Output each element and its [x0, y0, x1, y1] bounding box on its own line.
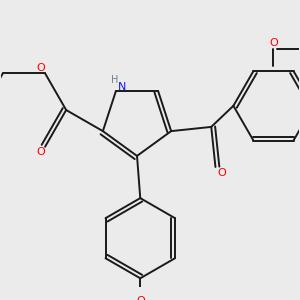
Text: O: O [37, 147, 46, 157]
Text: O: O [217, 168, 226, 178]
Text: O: O [269, 38, 278, 48]
Text: O: O [37, 63, 45, 73]
Text: N: N [118, 82, 126, 92]
Text: H: H [111, 75, 118, 85]
Text: O: O [136, 296, 145, 300]
